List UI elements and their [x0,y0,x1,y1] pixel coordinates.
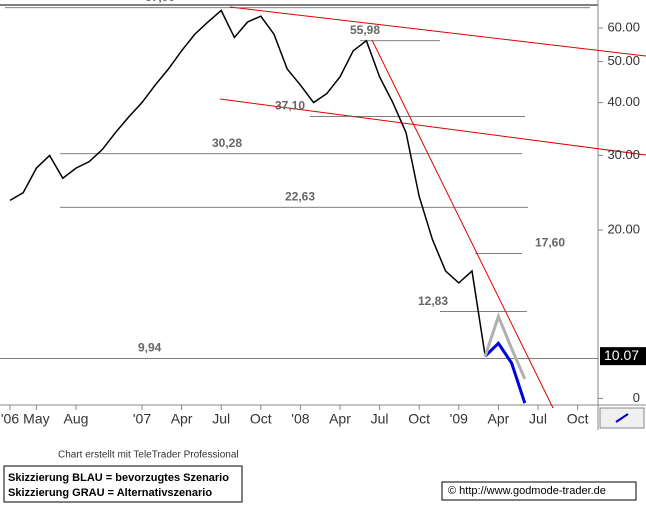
level-label: 9,94 [138,341,162,355]
source: © http://www.godmode-trader.de [448,485,606,497]
note: Skizzierung GRAU = Alternativszenario [8,487,212,499]
x-tick-label: Oct [408,411,430,427]
level-label: 22,63 [285,189,315,203]
trend-line [219,98,646,156]
corner-icon [615,413,629,423]
trend-line [229,6,646,57]
last-price-label: 10.07 [604,347,639,363]
price-line [9,9,486,357]
x-tick-label: Jul [529,411,547,427]
x-tick-label: '08 [291,411,309,427]
x-tick-label: Aug [64,411,89,427]
note-box [3,465,243,503]
level-label: 67,00 [145,0,175,4]
level-label: 17,60 [535,236,565,250]
source-box [441,481,637,501]
price-line [483,312,527,380]
y-tick-label: 50.00 [607,53,640,68]
price-line [484,340,527,404]
x-tick-label: Oct [567,411,589,427]
y-tick-label: 0 [633,390,640,405]
last-price-box [600,347,646,366]
x-tick-label: Apr [171,411,193,427]
x-tick-label: '06 [1,411,19,427]
note: Skizzierung BLAU = bevorzugtes Szenario [8,472,229,484]
level-label: 37,10 [275,99,305,113]
level-label: 30,28 [212,136,242,150]
x-tick-label: Apr [488,411,510,427]
x-tick-label: '09 [450,411,468,427]
trend-line [371,39,554,409]
x-tick-label: Oct [250,411,272,427]
x-tick-label: Apr [329,411,351,427]
y-tick-label: 40.00 [607,94,640,109]
x-tick-label: Jul [212,411,230,427]
y-tick-label: 60.00 [607,19,640,34]
y-tick-label: 30.00 [607,147,640,162]
level-label: 12,83 [418,294,448,308]
credit: Chart erstellt mit TeleTrader Profession… [58,450,239,461]
x-tick-label: May [23,411,49,427]
x-tick-label: '07 [133,411,151,427]
y-tick-label: 20.00 [607,221,640,236]
x-tick-label: Jul [371,411,389,427]
level-label: 55,98 [350,23,380,37]
